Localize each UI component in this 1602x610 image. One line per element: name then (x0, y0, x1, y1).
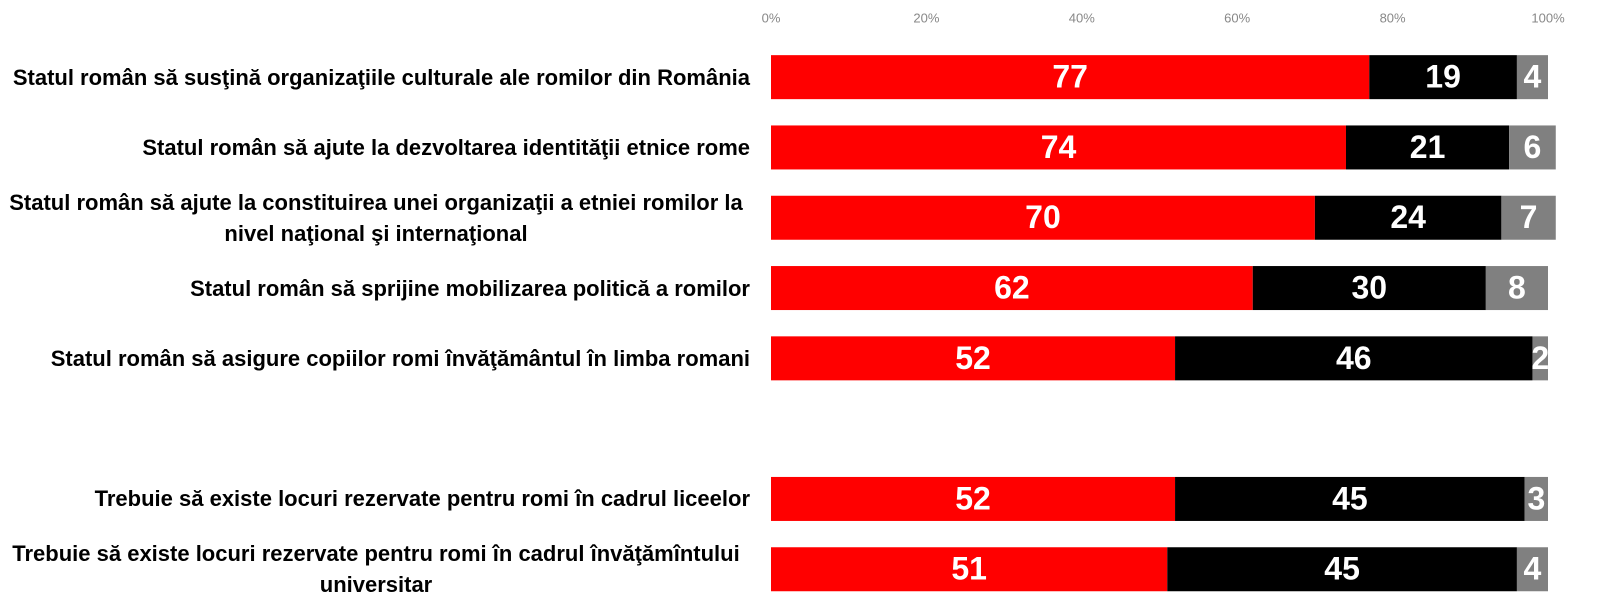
data-label: 62 (994, 270, 1030, 306)
category-text: Statul român să ajute la constituirea un… (9, 189, 743, 246)
data-label: 4 (1524, 551, 1542, 587)
category-text: Statul român să susţină organizaţiile cu… (12, 64, 750, 90)
category-label: Statul român să ajute la constituirea un… (2, 183, 750, 253)
bar-segment (1516, 55, 1548, 100)
data-label: 30 (1351, 270, 1387, 306)
x-tick-label: 80% (1380, 10, 1406, 25)
data-label: 7 (1520, 199, 1538, 235)
data-label: 24 (1390, 199, 1426, 235)
data-label: 45 (1324, 551, 1360, 587)
bar-segment (1369, 55, 1517, 100)
category-text: Statul român să ajute la dezvoltarea ide… (142, 134, 750, 160)
bar-segment (1175, 476, 1525, 521)
category-label: Trebuie să existe locuri rezervate pentr… (2, 464, 750, 534)
category-text: Statul român să asigure copiilor romi în… (50, 345, 750, 371)
bar-segment (1252, 266, 1486, 311)
category-label: Statul român să sprijine mobilizarea pol… (2, 253, 750, 323)
x-tick-label: 60% (1224, 10, 1250, 25)
bar-segment (1524, 476, 1548, 521)
bar-segment (1167, 547, 1517, 592)
bar-segment (1314, 195, 1502, 240)
bar-segment (1509, 125, 1556, 170)
data-label: 21 (1410, 129, 1446, 165)
bar-segment (1501, 195, 1556, 240)
data-label: 74 (1041, 129, 1077, 165)
data-label: 77 (1052, 59, 1088, 95)
bar-segment (771, 547, 1168, 592)
category-text: Trebuie să existe locuri rezervate pentr… (94, 486, 750, 512)
data-label: 52 (955, 340, 991, 376)
bar-segment (771, 266, 1253, 311)
bar-segment (1485, 266, 1548, 311)
data-label: 4 (1524, 59, 1542, 95)
x-tick-label: 20% (913, 10, 939, 25)
data-label: 2 (1531, 340, 1549, 376)
category-label: Statul român să asigure copiilor romi în… (2, 323, 750, 393)
data-label: 3 (1527, 480, 1545, 516)
bar-segment (771, 336, 1176, 381)
data-label: 46 (1336, 340, 1372, 376)
bar-segment (771, 476, 1176, 521)
bar-segment (771, 55, 1370, 100)
x-tick-label: 100% (1531, 10, 1565, 25)
bar-segment (1516, 547, 1548, 592)
category-label: Statul român să ajute la dezvoltarea ide… (2, 112, 750, 182)
bar-segment (1345, 125, 1510, 170)
bar-segment (771, 125, 1346, 170)
data-label: 70 (1025, 199, 1061, 235)
category-label: Trebuie să existe locuri rezervate pentr… (2, 534, 750, 604)
bar-segment (1175, 336, 1533, 381)
bar-segment (771, 195, 1315, 240)
x-tick-label: 0% (762, 10, 781, 25)
bar-segment (1532, 336, 1548, 381)
data-label: 51 (951, 551, 987, 587)
category-label: Statul român să susţină organizaţiile cu… (2, 42, 750, 112)
category-text: Statul român să sprijine mobilizarea pol… (190, 275, 750, 301)
x-tick-label: 40% (1069, 10, 1095, 25)
category-text: Trebuie să existe locuri rezervate pentr… (12, 541, 740, 598)
data-label: 19 (1425, 59, 1461, 95)
data-label: 6 (1524, 129, 1542, 165)
data-label: 45 (1332, 480, 1368, 516)
data-label: 52 (955, 480, 991, 516)
data-label: 8 (1508, 270, 1526, 306)
